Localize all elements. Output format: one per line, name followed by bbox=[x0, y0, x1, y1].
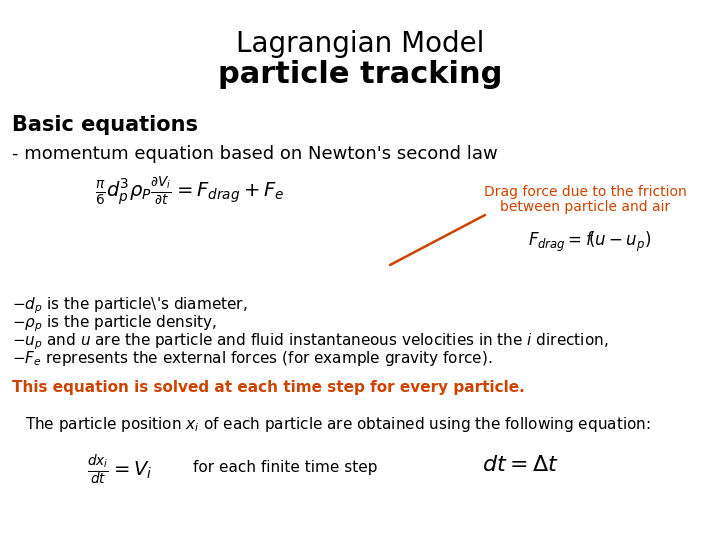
Text: This equation is solved at each time step for every particle.: This equation is solved at each time ste… bbox=[12, 380, 525, 395]
Text: $\frac{dx_i}{dt} = V_i$: $\frac{dx_i}{dt} = V_i$ bbox=[87, 453, 153, 488]
Text: $- d_p$ is the particle\'s diameter,: $- d_p$ is the particle\'s diameter, bbox=[12, 295, 248, 315]
Text: - momentum equation based on Newton's second law: - momentum equation based on Newton's se… bbox=[12, 145, 498, 163]
Text: $- u_p$ and $u$ are the particle and fluid instantaneous velocities in the $i$ d: $- u_p$ and $u$ are the particle and flu… bbox=[12, 331, 608, 352]
Text: The particle position $x_i$ of each particle are obtained using the following eq: The particle position $x_i$ of each part… bbox=[25, 415, 651, 434]
Text: $- \rho_p$ is the particle density,: $- \rho_p$ is the particle density, bbox=[12, 313, 217, 334]
Text: Lagrangian Model: Lagrangian Model bbox=[236, 30, 484, 58]
Text: $- F_e$ represents the external forces (for example gravity force).: $- F_e$ represents the external forces (… bbox=[12, 349, 492, 368]
Text: $dt = \Delta t$: $dt = \Delta t$ bbox=[482, 455, 559, 475]
Text: $F_{drag} = f\!\left(u - u_p\right)$: $F_{drag} = f\!\left(u - u_p\right)$ bbox=[528, 230, 652, 254]
Text: particle tracking: particle tracking bbox=[218, 60, 502, 89]
Text: for each finite time step: for each finite time step bbox=[193, 460, 377, 475]
Text: $\frac{\pi}{6}d_p^3\rho_P\frac{\partial V_i}{\partial t} = F_{drag} + F_e$: $\frac{\pi}{6}d_p^3\rho_P\frac{\partial … bbox=[96, 175, 284, 208]
Text: Basic equations: Basic equations bbox=[12, 115, 198, 135]
Text: between particle and air: between particle and air bbox=[500, 200, 670, 214]
Text: Drag force due to the friction: Drag force due to the friction bbox=[484, 185, 686, 199]
